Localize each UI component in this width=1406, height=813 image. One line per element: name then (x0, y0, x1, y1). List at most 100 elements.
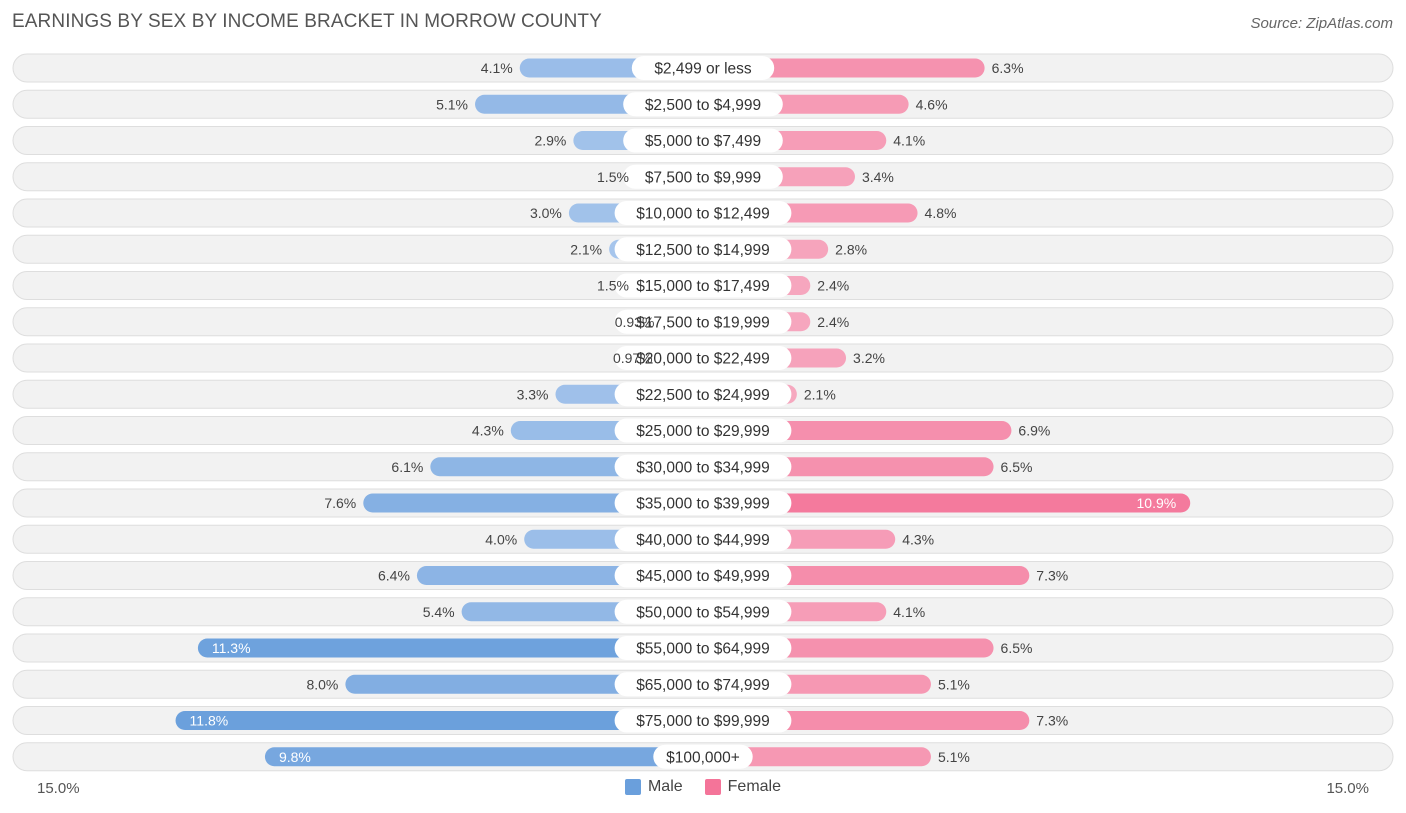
male-value-label: 4.0% (485, 531, 517, 547)
bar-row: $2,499 or less 4.1% 6.3% (12, 53, 1394, 83)
bar-row: $5,000 to $7,499 2.9% 4.1% (12, 126, 1394, 155)
category-label: $100,000+ (666, 749, 740, 766)
category-label: $10,000 to $12,499 (636, 206, 770, 223)
female-value-label: 3.4% (862, 169, 894, 185)
legend-item-male[interactable]: Male (624, 778, 683, 796)
male-value-label: 11.8% (190, 713, 229, 729)
female-value-label: 5.1% (938, 749, 970, 765)
chart-canvas: $2,499 or less 4.1% 6.3% $2,500 to $4,999 5.… (12, 53, 1394, 772)
bar-row: $40,000 to $44,999 4.0% 4.3% (12, 524, 1394, 554)
female-value-label: 10.9% (1137, 495, 1177, 511)
category-label-bg (653, 744, 753, 769)
category-label-bg (614, 382, 792, 407)
category-label-bg (614, 491, 792, 515)
category-label: $25,000 to $29,999 (636, 423, 770, 440)
legend-swatch-female (704, 779, 721, 795)
category-label-bg (614, 599, 792, 624)
category-label: $20,000 to $22,499 (636, 351, 770, 368)
male-value-label: 11.3% (212, 640, 251, 656)
category-label: $2,499 or less (654, 61, 752, 78)
category-label-bg (623, 128, 783, 153)
category-label-bg (623, 164, 783, 189)
male-value-label: 9.8% (279, 749, 311, 765)
legend-label-male: Male (647, 778, 683, 795)
legend-label-female: Female (727, 778, 782, 795)
male-value-label: 4.3% (472, 423, 504, 439)
category-label: $30,000 to $34,999 (636, 459, 770, 476)
category-label: $45,000 to $49,999 (636, 568, 770, 585)
male-bar (197, 638, 713, 658)
category-label-bg (614, 563, 792, 588)
bar-row: $25,000 to $29,999 4.3% 6.9% (12, 416, 1394, 445)
female-value-label: 2.8% (835, 241, 867, 257)
male-value-label: 5.4% (423, 604, 455, 620)
female-value-label: 6.9% (1018, 423, 1050, 439)
male-value-label: 0.97% (613, 350, 653, 366)
female-bar (693, 747, 931, 767)
female-value-label: 7.3% (1036, 713, 1068, 729)
category-label: $12,500 to $14,999 (636, 242, 770, 259)
male-value-label: 8.0% (306, 676, 338, 692)
male-value-label: 1.5% (597, 278, 629, 294)
category-label-bg (614, 708, 792, 733)
male-value-label: 3.3% (517, 386, 549, 402)
category-label-bg (614, 527, 792, 552)
axis-left-label: 15.0% (37, 780, 80, 797)
category-label-bg (614, 309, 792, 334)
male-value-label: 0.93% (615, 314, 655, 330)
category-label-bg (623, 92, 783, 117)
category-label: $17,500 to $19,999 (636, 314, 770, 331)
category-label: $75,000 to $99,999 (636, 713, 770, 730)
source-credit: Source: ZipAtlas.com (1250, 15, 1393, 32)
female-value-label: 5.1% (938, 676, 970, 692)
category-label-bg (614, 237, 792, 262)
bar-row: $30,000 to $34,999 6.1% 6.5% (12, 452, 1394, 482)
male-value-label: 4.1% (481, 60, 513, 76)
category-label: $65,000 to $74,999 (636, 677, 770, 694)
female-value-label: 6.5% (1001, 640, 1033, 656)
category-label-bg (614, 454, 792, 479)
bar-row: $100,000+ 9.8% 5.1% (12, 742, 1394, 772)
category-label-bg (631, 56, 775, 80)
category-label: $35,000 to $39,999 (636, 496, 770, 513)
bar-row: $75,000 to $99,999 11.8% 7.3% (12, 706, 1394, 735)
legend-item-female[interactable]: Female (704, 778, 782, 796)
bar-row: $2,500 to $4,999 5.1% 4.6% (12, 89, 1394, 119)
bar-row: $7,500 to $9,999 1.5% 3.4% (12, 162, 1394, 192)
category-label: $22,500 to $24,999 (636, 387, 770, 404)
category-label: $5,000 to $7,499 (645, 133, 761, 150)
category-label-bg (614, 636, 792, 660)
male-bar (264, 747, 713, 767)
category-label: $7,500 to $9,999 (645, 169, 761, 186)
female-value-label: 4.8% (925, 205, 957, 221)
legend: Male Female (0, 778, 1406, 796)
bar-row: $35,000 to $39,999 7.6% 10.9% (12, 488, 1394, 518)
category-label-bg (614, 418, 792, 443)
bar-row: $15,000 to $17,499 1.5% 2.4% (12, 271, 1394, 300)
bar-row: $55,000 to $64,999 11.3% 6.5% (12, 633, 1394, 663)
female-value-label: 4.6% (916, 96, 948, 112)
bar-row: $65,000 to $74,999 8.0% 5.1% (12, 669, 1394, 699)
male-value-label: 6.4% (378, 568, 410, 584)
category-label: $40,000 to $44,999 (636, 532, 770, 549)
male-value-label: 3.0% (530, 205, 562, 221)
category-label-bg (614, 672, 792, 697)
female-value-label: 6.3% (992, 60, 1024, 76)
female-value-label: 6.5% (1001, 459, 1033, 475)
chart-title: EARNINGS BY SEX BY INCOME BRACKET IN MOR… (12, 11, 602, 32)
category-label: $2,500 to $4,999 (645, 97, 761, 114)
bar-row: $22,500 to $24,999 3.3% 2.1% (12, 379, 1394, 409)
bar-row: $45,000 to $49,999 6.4% 7.3% (12, 561, 1394, 590)
category-label-bg (614, 273, 792, 298)
female-value-label: 4.1% (893, 133, 925, 149)
male-value-label: 7.6% (324, 495, 356, 511)
male-value-label: 6.1% (391, 459, 423, 475)
category-label: $15,000 to $17,499 (636, 278, 770, 295)
female-value-label: 2.4% (817, 314, 849, 330)
female-bar (693, 493, 1191, 513)
male-value-label: 1.5% (597, 169, 629, 185)
female-value-label: 2.1% (804, 386, 836, 402)
female-value-label: 2.4% (817, 278, 849, 294)
category-label-bg (614, 346, 792, 370)
